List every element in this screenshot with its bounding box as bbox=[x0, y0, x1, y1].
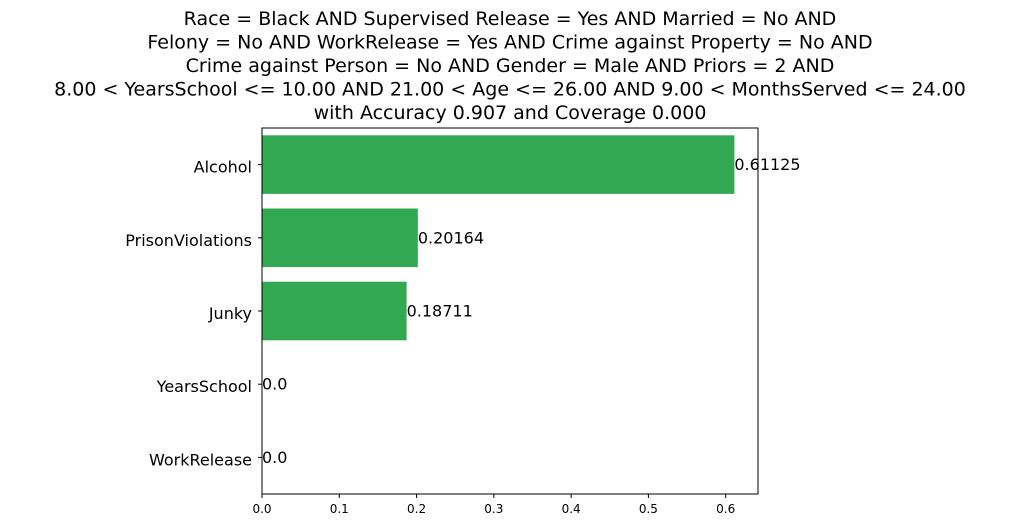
x-axis-ticks: 0.0 0.1 0.2 0.3 0.4 0.5 0.6 bbox=[252, 494, 735, 516]
value-label-prisonviolations: 0.20164 bbox=[418, 228, 484, 247]
value-label-alcohol: 0.61125 bbox=[734, 155, 800, 174]
category-label-junky: Junky bbox=[208, 304, 252, 323]
bars bbox=[262, 135, 735, 341]
bar-prisonviolations bbox=[262, 208, 418, 268]
bar-alcohol bbox=[262, 135, 735, 194]
x-tick-label-0: 0.0 bbox=[252, 502, 271, 516]
x-tick-label-2: 0.2 bbox=[407, 502, 426, 516]
title-line-4: 8.00 < YearsSchool <= 10.00 AND 21.00 < … bbox=[54, 79, 966, 101]
x-tick-label-4: 0.4 bbox=[562, 502, 581, 516]
x-tick-label-3: 0.3 bbox=[484, 502, 503, 516]
x-tick-label-5: 0.5 bbox=[639, 502, 658, 516]
bar-junky bbox=[262, 281, 407, 341]
chart-title: Race = Black AND Supervised Release = Ye… bbox=[54, 8, 966, 124]
value-labels: 0.61125 0.20164 0.18711 0.0 0.0 bbox=[262, 155, 801, 467]
x-tick-label-6: 0.6 bbox=[716, 502, 735, 516]
category-label-workrelease: WorkRelease bbox=[149, 450, 252, 469]
title-line-5: with Accuracy 0.907 and Coverage 0.000 bbox=[314, 102, 707, 124]
x-tick-label-1: 0.1 bbox=[330, 502, 349, 516]
title-line-3: Crime against Person = No AND Gender = M… bbox=[186, 55, 835, 77]
category-label-alcohol: Alcohol bbox=[194, 158, 252, 177]
value-label-junky: 0.18711 bbox=[407, 302, 473, 321]
title-line-2: Felony = No AND WorkRelease = Yes AND Cr… bbox=[147, 32, 872, 54]
title-line-1: Race = Black AND Supervised Release = Ye… bbox=[184, 8, 837, 30]
y-axis-categories: Alcohol PrisonViolations Junky YearsSchool W… bbox=[125, 158, 262, 469]
value-label-workrelease: 0.0 bbox=[262, 448, 287, 467]
category-label-prisonviolations: PrisonViolations bbox=[125, 231, 252, 250]
plot-area-frame bbox=[261, 127, 759, 495]
category-label-yearsschool: YearsSchool bbox=[156, 377, 252, 396]
value-label-yearsschool: 0.0 bbox=[262, 375, 287, 394]
